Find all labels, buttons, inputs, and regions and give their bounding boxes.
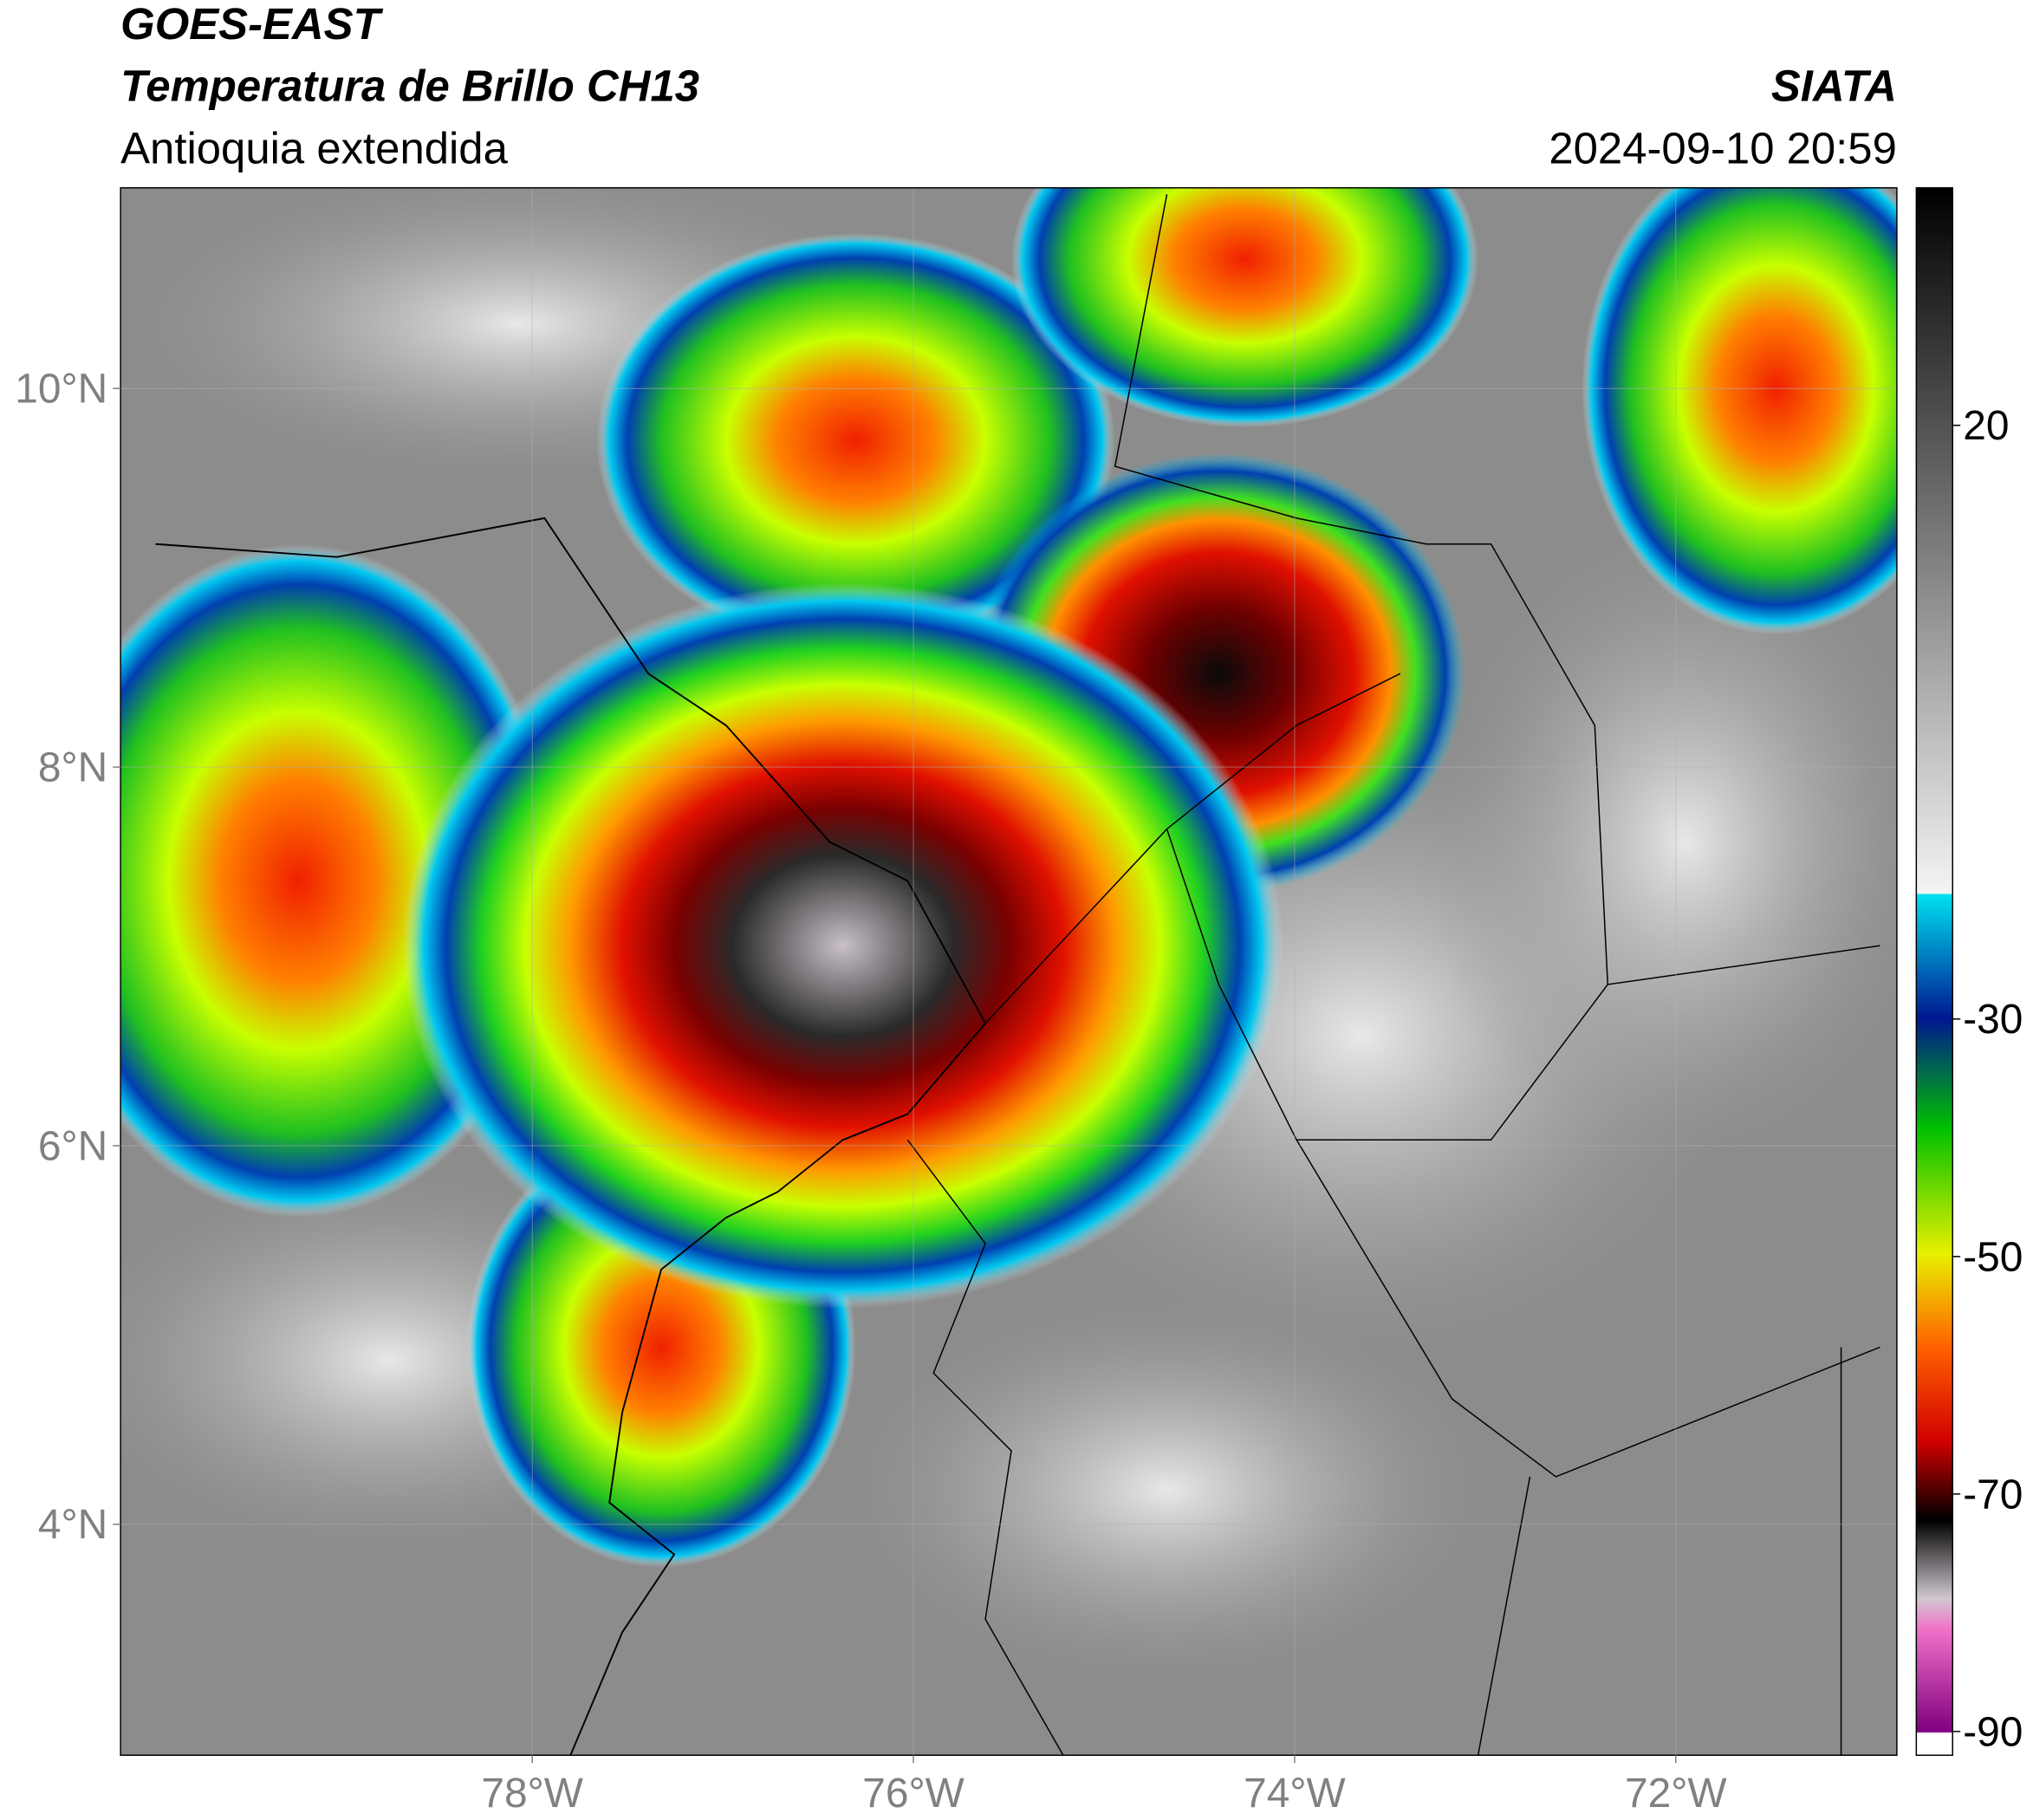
colorbar bbox=[1915, 186, 1953, 1757]
datetime: 2024-09-10 20:59 bbox=[1549, 123, 1897, 172]
colorbar-label: -50 bbox=[1963, 1234, 2023, 1280]
x-tick-label: 76°W bbox=[862, 1771, 965, 1817]
x-tick-label: 78°W bbox=[481, 1771, 583, 1817]
subtitle: Temperatura de Brillo CH13 bbox=[120, 62, 699, 111]
y-tick-label: 6°N bbox=[38, 1123, 107, 1169]
grid bbox=[120, 187, 1897, 1756]
x-tick-label: 74°W bbox=[1244, 1771, 1346, 1817]
source: SIATA bbox=[1771, 62, 1897, 111]
colorbar-label: -30 bbox=[1963, 997, 2023, 1043]
cloud bbox=[842, 1295, 1491, 1685]
title: GOES-EAST bbox=[120, 0, 383, 49]
region: Antioquia extendida bbox=[120, 123, 508, 172]
colorbar-label: 20 bbox=[1963, 403, 2009, 449]
colorbar-label: -90 bbox=[1963, 1709, 2023, 1755]
cloud-top bbox=[1582, 187, 1897, 635]
cloud-top bbox=[1011, 187, 1478, 428]
border bbox=[906, 194, 1880, 1756]
cloud-top bbox=[401, 582, 1284, 1309]
map-frame bbox=[120, 186, 1898, 1757]
colorbar-label: -70 bbox=[1963, 1472, 2023, 1518]
cloud-top bbox=[596, 233, 1115, 648]
coastline bbox=[155, 517, 987, 1756]
x-tick-label: 72°W bbox=[1625, 1771, 1727, 1817]
y-tick-label: 10°N bbox=[15, 367, 107, 413]
y-tick-label: 4°N bbox=[38, 1502, 107, 1548]
cloud bbox=[1426, 517, 1897, 1167]
y-tick-label: 8°N bbox=[38, 745, 107, 791]
map-image bbox=[120, 187, 1897, 1756]
